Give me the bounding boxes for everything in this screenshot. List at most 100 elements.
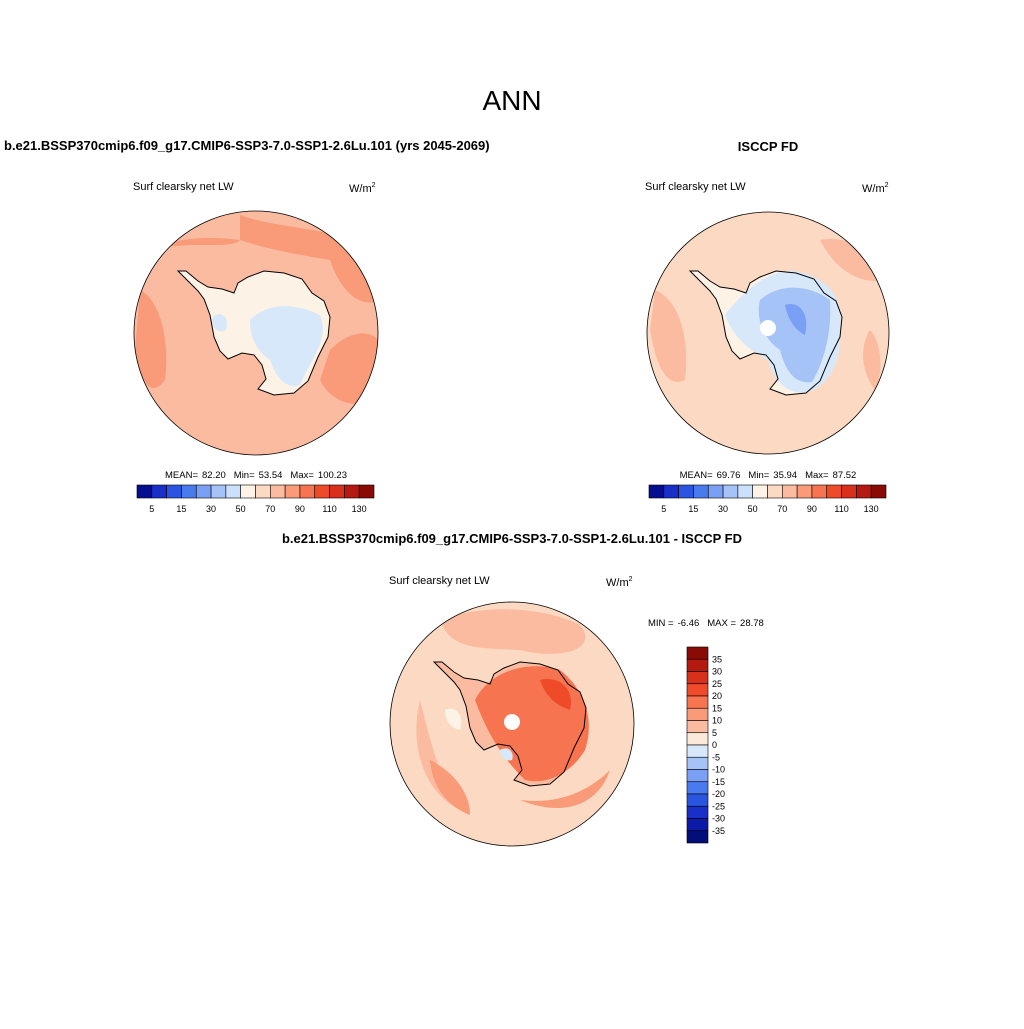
colorbar-box xyxy=(270,484,286,499)
stat-label: Max= xyxy=(805,470,829,481)
colorbar-box xyxy=(225,484,241,499)
colorbar-label: 25 xyxy=(712,679,722,689)
map-border xyxy=(133,210,379,456)
colorbar-box xyxy=(686,720,709,734)
panel-heading: ISCCP FD xyxy=(738,139,798,154)
units-label: W/m2 xyxy=(606,576,633,589)
colorbar-box xyxy=(686,707,709,721)
colorbar-label: 35 xyxy=(712,654,722,664)
panel-heading: b.e21.BSSP370cmip6.f09_g17.CMIP6-SSP3-7.… xyxy=(4,138,490,153)
colorbar-label: -30 xyxy=(712,814,725,824)
colorbar-box xyxy=(686,769,709,783)
colorbar-box xyxy=(195,484,212,499)
colorbar-label: 110 xyxy=(834,504,848,514)
colorbar-box xyxy=(210,484,227,499)
colorbar-box xyxy=(686,658,709,672)
colorbar-box xyxy=(284,484,301,499)
colorbar-box xyxy=(796,484,813,499)
colorbar-box xyxy=(686,695,709,709)
units: W/m xyxy=(862,183,885,195)
stat-value: 35.94 xyxy=(773,470,797,481)
colorbar-box xyxy=(686,732,709,746)
colorbar-label: 90 xyxy=(295,504,305,514)
colorbar-box xyxy=(686,671,709,685)
colorbar-box xyxy=(686,818,709,832)
stat-label: MEAN= xyxy=(165,470,198,481)
colorbar-box xyxy=(678,484,694,499)
polar-map xyxy=(134,211,378,455)
colorbar-box xyxy=(686,756,709,770)
stat-label: MAX = xyxy=(707,618,736,629)
colorbar-label: 130 xyxy=(352,504,367,514)
units-exponent: 2 xyxy=(372,182,376,189)
units: W/m xyxy=(606,577,629,589)
colorbar-box xyxy=(358,484,375,499)
colorbar-box xyxy=(752,484,768,499)
colorbar-label: 5 xyxy=(661,504,666,514)
colorbar-box xyxy=(737,484,753,499)
colorbar-box xyxy=(686,781,709,795)
colorbar-box xyxy=(240,484,256,499)
colorbar-box xyxy=(686,646,709,660)
colorbar-box xyxy=(841,484,857,499)
colorbar-label: -10 xyxy=(712,765,725,775)
units-label: W/m2 xyxy=(862,182,889,195)
colorbar-label: -20 xyxy=(712,789,725,799)
figure-title: ANN xyxy=(482,85,541,116)
colorbar-box xyxy=(767,484,783,499)
colorbar-box xyxy=(136,484,153,499)
colorbar-box xyxy=(707,484,724,499)
colorbar-box xyxy=(686,793,709,807)
colorbar-box xyxy=(181,484,197,499)
stats: MIN = -6.46 MAX = 28.78 xyxy=(648,618,764,629)
colorbar-box xyxy=(151,484,167,499)
colorbar-label: -15 xyxy=(712,777,725,787)
colorbar-box xyxy=(329,484,345,499)
stat-value: 82.20 xyxy=(202,470,226,481)
colorbar-label: 5 xyxy=(712,728,717,738)
stat-value: 53.54 xyxy=(259,470,283,481)
colorbar-label: -35 xyxy=(712,826,725,836)
colorbar-label: 110 xyxy=(322,504,336,514)
colorbar: 5 15 30 50 70 90 110 130 xyxy=(136,484,375,514)
colorbar: 35 30 25 20 15 10 5 0 -5 -10 -15 -20 -25 -30 -35 xyxy=(686,646,725,844)
colorbar-label: 10 xyxy=(712,716,722,726)
colorbar-box xyxy=(782,484,798,499)
colorbar-box xyxy=(856,484,872,499)
colorbar-box xyxy=(686,805,709,819)
colorbar-label: 130 xyxy=(864,504,879,514)
colorbar-label: 15 xyxy=(712,703,722,713)
polar-map xyxy=(647,212,889,454)
colorbar-label: -25 xyxy=(712,801,725,811)
colorbar-box xyxy=(299,484,316,499)
colorbar-label: 0 xyxy=(712,740,717,750)
colorbar-box xyxy=(811,484,828,499)
colorbar-label: 50 xyxy=(748,504,758,514)
colorbar-label: 15 xyxy=(176,504,186,514)
stat-label: Min= xyxy=(234,470,255,481)
stat-label: Max= xyxy=(290,470,314,481)
map-border xyxy=(389,601,635,847)
colorbar-box xyxy=(826,484,842,499)
units-label: W/m2 xyxy=(349,182,376,195)
units-exponent: 2 xyxy=(629,576,633,583)
colorbar-box xyxy=(686,683,709,697)
colorbar-box xyxy=(314,484,330,499)
panel-heading: b.e21.BSSP370cmip6.f09_g17.CMIP6-SSP3-7.… xyxy=(282,531,742,546)
colorbar-label: 30 xyxy=(206,504,216,514)
map-border xyxy=(646,211,890,455)
colorbar-label: 20 xyxy=(712,691,722,701)
colorbar-label: 50 xyxy=(236,504,246,514)
colorbar-box xyxy=(686,744,709,758)
stat-value: 100.23 xyxy=(318,470,347,481)
colorbar-box xyxy=(870,484,887,499)
stat-label: MIN = xyxy=(648,618,674,629)
units-exponent: 2 xyxy=(885,182,889,189)
stat-value: 28.78 xyxy=(740,618,764,629)
colorbar-label: 15 xyxy=(688,504,698,514)
colorbar-label: -5 xyxy=(712,752,720,762)
colorbar-label: 5 xyxy=(149,504,154,514)
stat-label: MEAN= xyxy=(680,470,713,481)
stat-value: 69.76 xyxy=(717,470,741,481)
